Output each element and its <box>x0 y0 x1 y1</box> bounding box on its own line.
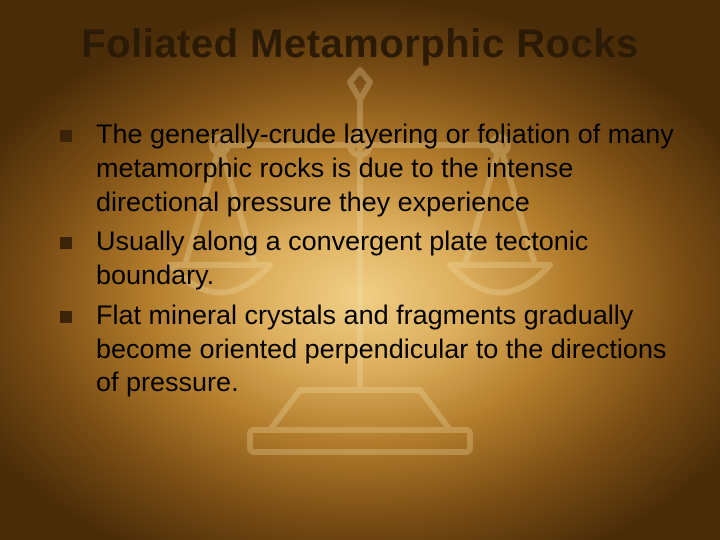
bullet-list: The generally-crude layering or foliatio… <box>60 118 690 406</box>
bullet-text: The generally-crude layering or foliatio… <box>96 118 690 219</box>
slide: Foliated Metamorphic Rocks The generally… <box>0 0 720 540</box>
list-item: Flat mineral crystals and fragments grad… <box>60 299 690 400</box>
bullet-text: Usually along a convergent plate tectoni… <box>96 225 690 293</box>
bullet-marker-icon <box>60 311 72 323</box>
list-item: Usually along a convergent plate tectoni… <box>60 225 690 293</box>
slide-title: Foliated Metamorphic Rocks <box>0 22 720 67</box>
list-item: The generally-crude layering or foliatio… <box>60 118 690 219</box>
bullet-text: Flat mineral crystals and fragments grad… <box>96 299 690 400</box>
bullet-marker-icon <box>60 237 72 249</box>
bullet-marker-icon <box>60 130 72 142</box>
